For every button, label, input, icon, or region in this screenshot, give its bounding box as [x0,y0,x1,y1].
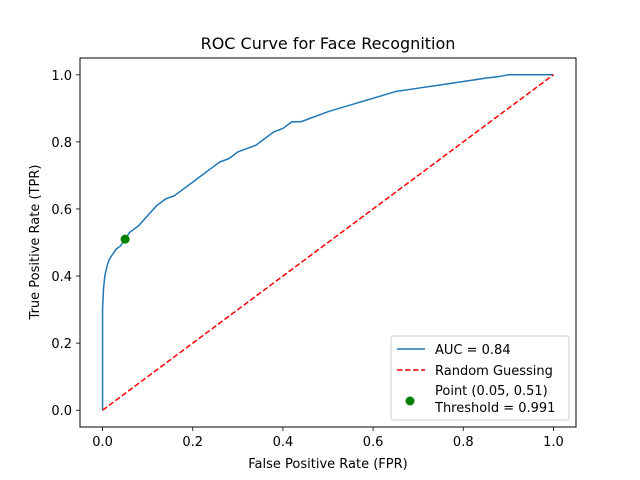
chart-title: ROC Curve for Face Recognition [201,34,456,53]
y-axis: 0.0 0.2 0.4 0.6 0.8 1.0 [51,69,80,419]
y-tick-label: 0.2 [51,337,72,352]
y-tick-label: 0.6 [51,203,72,218]
x-tick-label: 0.2 [182,435,203,450]
x-axis-label: False Positive Rate (FPR) [248,457,407,472]
x-tick-label: 1.0 [543,435,564,450]
y-tick-label: 0.4 [51,270,72,285]
random-guess-line [102,74,554,411]
y-axis-label: True Positive Rate (TPR) [28,165,43,321]
y-tick-label: 1.0 [51,69,72,84]
roc-curve-line [101,74,554,411]
legend-label-point-line1: Point (0.05, 0.51) [435,384,548,399]
x-tick-label: 0.4 [273,435,294,450]
x-axis: 0.0 0.2 0.4 0.6 0.8 1.0 [92,427,564,450]
highlight-point-0 [120,234,130,244]
x-tick-label: 0.8 [453,435,474,450]
y-tick-label: 0.8 [51,136,72,151]
x-tick-label: 0.6 [363,435,384,450]
legend-swatch-point [405,396,415,406]
legend-label-random: Random Guessing [435,364,553,379]
plot-area [101,74,554,411]
plot-frame [79,57,577,428]
x-tick-label: 0.0 [92,435,113,450]
y-tick-label: 0.0 [51,404,72,419]
legend-label-auc: AUC = 0.84 [435,343,511,358]
legend: AUC = 0.84 Random Guessing Point (0.05, … [390,335,570,421]
legend-box [390,335,570,421]
legend-label-point-line2: Threshold = 0.991 [434,401,555,416]
